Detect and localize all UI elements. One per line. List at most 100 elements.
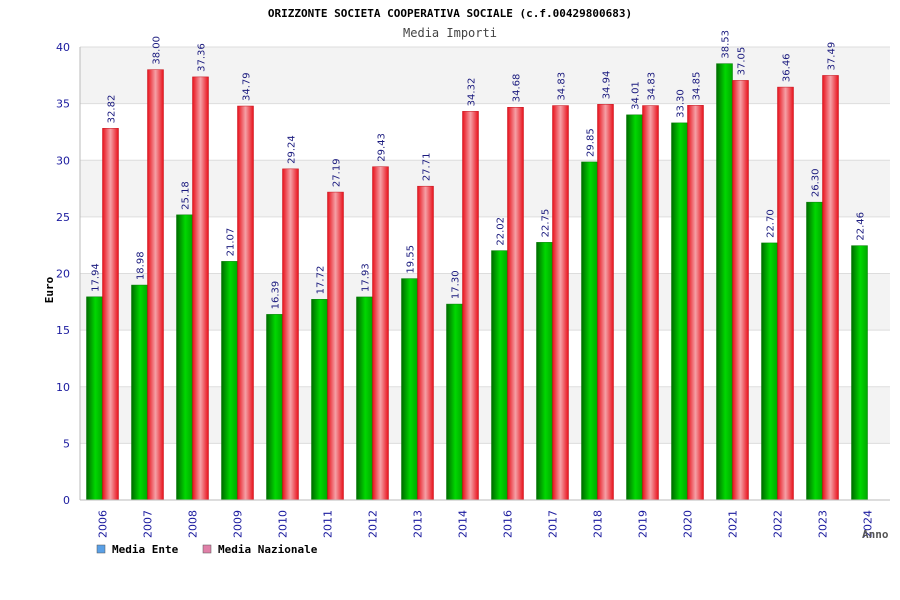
plot-band [80,47,890,104]
value-label-media-nazionale: 37.05 [737,47,748,76]
bar-media-nazionale [192,76,209,501]
bar-media-nazionale [732,80,749,501]
y-axis-ticks: 0 5 10 15 20 25 30 35 40 [56,41,70,507]
y-tick-label: 0 [63,494,70,507]
plot-band [80,443,890,500]
legend: Media Ente Media Nazionale [96,543,318,556]
x-tick-label: 2016 [502,510,515,538]
bar-media-ente [806,201,823,501]
chart-title: ORIZZONTE SOCIETA COOPERATIVA SOCIALE (c… [268,7,632,20]
value-label-media-ente: 22.02 [496,217,507,246]
x-tick-label: 2020 [682,510,695,538]
x-tick-label: 2021 [727,510,740,538]
y-tick-label: 20 [56,268,70,281]
x-tick-label: 2012 [367,510,380,538]
value-label-media-nazionale: 27.19 [332,158,343,187]
bar-media-ente [311,299,328,501]
y-tick-label: 40 [56,41,70,54]
value-label-media-nazionale: 34.68 [512,74,523,103]
value-label-media-ente: 21.07 [226,228,237,257]
value-label-media-nazionale: 38.00 [152,36,163,65]
value-label-media-ente: 18.98 [136,251,147,280]
value-label-media-ente: 22.46 [856,212,867,241]
plot-band [80,330,890,387]
value-label-media-nazionale: 29.43 [377,133,388,162]
y-tick-label: 25 [56,211,70,224]
bar-media-ente [536,242,553,501]
legend-label: Media Ente [112,543,179,556]
bar-media-nazionale [282,168,299,501]
bar-media-ente [581,161,598,501]
value-label-media-ente: 19.55 [406,245,417,274]
bar-media-ente [401,278,418,501]
x-tick-label: 2023 [817,510,830,538]
bar-media-ente [626,114,643,501]
value-label-media-ente: 26.30 [811,169,822,198]
bar-media-nazionale [687,105,704,501]
bar-media-nazionale [552,105,569,501]
bar-media-nazionale [822,75,839,501]
bar-labels: 17.94 32.82 18.98 38.00 25.18 37.36 21.07 34.79… [91,30,867,309]
x-tick-label: 2007 [142,510,155,538]
x-tick-label: 2013 [412,510,425,538]
value-label-media-ente: 33.30 [676,89,687,118]
x-tick-label: 2024 [862,510,875,538]
value-label-media-ente: 17.93 [361,263,372,292]
value-label-media-nazionale: 34.79 [242,72,253,101]
bar-media-nazionale [597,104,614,501]
plot-band [80,103,890,161]
x-tick-label: 2010 [277,510,290,538]
y-axis-label: Euro [43,276,56,303]
value-label-media-nazionale: 34.83 [557,72,568,101]
bar-media-nazionale [462,111,479,501]
bar-media-ente [671,122,688,501]
x-tick-label: 2006 [97,510,110,538]
bar-media-nazionale [417,185,434,501]
bar-media-nazionale [507,106,524,501]
value-label-media-ente: 38.53 [721,30,732,59]
bar-media-nazionale [777,86,794,501]
value-label-media-nazionale: 27.71 [422,153,433,182]
plot-band [80,160,890,217]
x-tick-label: 2019 [637,510,650,538]
x-tick-label: 2022 [772,510,785,538]
plot-band [80,273,890,331]
legend-swatch [96,544,106,554]
x-axis-ticks: 2006 2007 2008 2009 2010 2011 2012 2013 2014 2016… [97,510,875,538]
value-label-media-ente: 16.39 [271,281,282,310]
y-tick-label: 35 [56,98,70,111]
bar-media-ente [356,296,373,501]
value-label-media-ente: 17.94 [91,263,102,292]
y-tick-label: 15 [56,324,70,337]
value-label-media-nazionale: 34.32 [467,78,478,107]
bar-media-nazionale [327,191,344,501]
value-label-media-ente: 22.70 [766,209,777,238]
bar-media-ente [851,245,868,501]
legend-label: Media Nazionale [218,543,318,556]
value-label-media-nazionale: 29.24 [287,135,298,164]
value-label-media-nazionale: 34.83 [647,72,658,101]
bar-media-nazionale [642,105,659,501]
x-tick-label: 2018 [592,510,605,538]
y-tick-label: 30 [56,154,70,167]
value-label-media-nazionale: 34.85 [692,72,703,101]
legend-swatch [202,544,212,554]
y-tick-label: 5 [63,437,70,450]
value-label-media-ente: 29.85 [586,128,597,157]
bar-media-ente [716,63,733,501]
value-label-media-ente: 17.30 [451,270,462,299]
plot-background [80,47,890,500]
value-label-media-ente: 17.72 [316,266,327,295]
bar-media-nazionale [147,69,164,501]
bar-media-ente [266,314,283,501]
bar-media-ente [221,261,238,501]
bar-media-nazionale [237,105,254,501]
value-label-media-nazionale: 37.36 [197,43,208,72]
x-axis-label: Anno [862,528,889,541]
y-tick-label: 10 [56,381,70,394]
x-tick-label: 2014 [457,510,470,538]
bar-media-ente [761,242,778,501]
bar-media-ente [131,284,148,501]
value-label-media-nazionale: 36.46 [782,53,793,82]
